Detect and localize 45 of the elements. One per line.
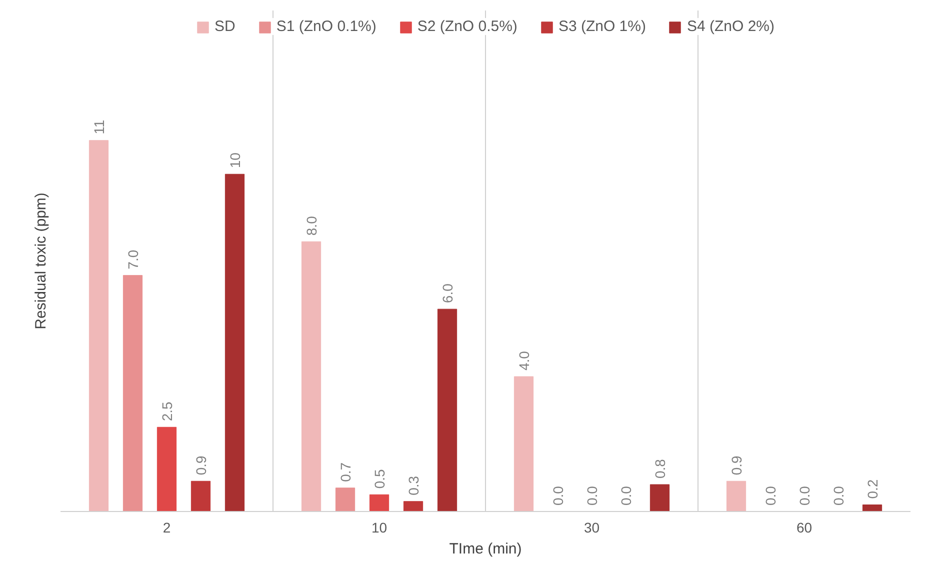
legend-label: S3 (ZnO 1%) <box>558 18 646 35</box>
bar <box>88 140 109 512</box>
data-label: 0.9 <box>728 455 744 476</box>
legend-label: S2 (ZnO 0.5%) <box>417 18 518 35</box>
data-label: 0.8 <box>652 458 668 479</box>
bar <box>650 484 670 512</box>
data-label: 0.5 <box>371 468 388 489</box>
x-axis-title: TIme (min) <box>449 540 522 558</box>
legend-label: SD <box>214 18 236 35</box>
data-label: 0.3 <box>405 476 422 496</box>
data-label: 0.0 <box>762 486 778 506</box>
data-label: 0.9 <box>192 455 209 476</box>
data-label: 0.0 <box>584 486 600 506</box>
data-label: 0.0 <box>550 486 566 506</box>
x-tick-label: 10 <box>371 520 388 536</box>
data-label: 4.0 <box>516 350 532 371</box>
data-label: 0.0 <box>830 486 846 506</box>
data-label: 8.0 <box>303 216 320 236</box>
bar <box>156 426 177 512</box>
y-axis-title: Residual toxic (ppm) <box>32 192 50 330</box>
bar <box>224 174 245 512</box>
data-label: 10 <box>226 152 243 168</box>
legend-label: S1 (ZnO 0.1%) <box>276 18 376 35</box>
bar <box>190 480 211 512</box>
data-label: 2.5 <box>158 401 175 422</box>
legend-label: S4 (ZnO 2%) <box>686 18 774 35</box>
data-label: 0.7 <box>337 462 354 482</box>
data-label: 11 <box>90 120 107 134</box>
x-tick-label: 60 <box>796 520 812 536</box>
bar <box>403 501 424 512</box>
x-tick-label: 2 <box>162 520 171 536</box>
bar <box>862 504 882 512</box>
data-label: 6.0 <box>439 283 456 304</box>
data-label: 0.2 <box>864 479 880 499</box>
bar <box>335 488 356 512</box>
data-label: 0.0 <box>618 486 634 506</box>
bar <box>369 494 390 512</box>
data-label: 7.0 <box>124 250 141 270</box>
data-label: 0.0 <box>796 486 812 506</box>
bar <box>437 308 458 512</box>
bar <box>726 480 746 512</box>
bar <box>301 241 322 512</box>
x-tick-label: 30 <box>584 520 600 536</box>
bar <box>122 275 143 512</box>
bar <box>514 376 534 512</box>
